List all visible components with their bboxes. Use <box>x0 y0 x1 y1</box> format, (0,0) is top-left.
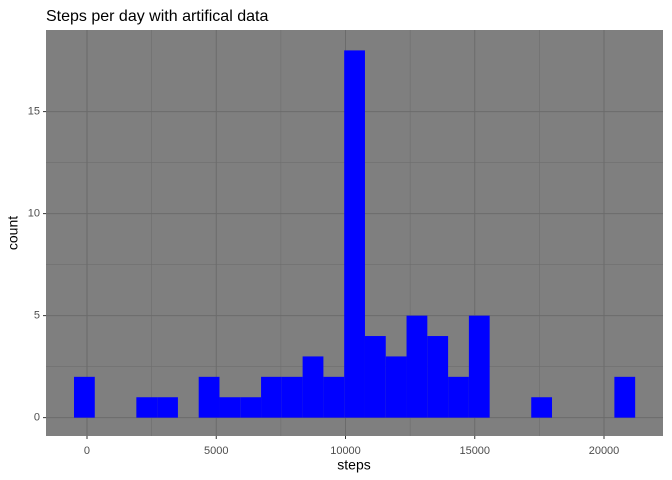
bar <box>157 397 178 418</box>
y-tick-label: 5 <box>34 310 40 322</box>
bar <box>406 315 428 418</box>
bar <box>261 376 282 418</box>
bar <box>240 397 262 418</box>
bar <box>364 336 386 418</box>
bar <box>531 397 553 418</box>
bar <box>73 376 95 418</box>
y-tick-label: 15 <box>28 106 40 118</box>
y-tick-label: 10 <box>28 208 40 220</box>
chart-title: Steps per day with artifical data <box>46 8 268 25</box>
x-axis-title: steps <box>337 457 370 473</box>
bar <box>448 376 469 418</box>
bar <box>323 376 345 418</box>
x-tick-label: 20000 <box>589 445 620 457</box>
bar <box>385 356 407 418</box>
bar <box>344 50 365 418</box>
bar <box>302 356 324 418</box>
x-tick-label: 5000 <box>204 445 228 457</box>
bar <box>281 376 303 418</box>
x-tick-label: 10000 <box>330 445 361 457</box>
x-tick-label: 15000 <box>459 445 490 457</box>
x-tick-label: 0 <box>84 445 90 457</box>
bar <box>219 397 241 418</box>
y-axis-title: count <box>5 216 21 250</box>
bar <box>136 397 158 418</box>
bar <box>198 376 220 418</box>
bar <box>614 376 636 418</box>
bar <box>468 315 490 418</box>
bar <box>427 336 449 418</box>
y-tick-label: 0 <box>34 412 40 424</box>
